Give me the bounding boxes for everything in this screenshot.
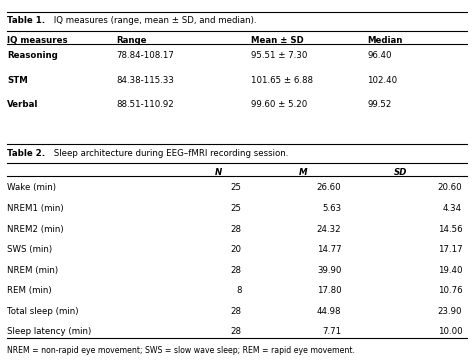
- Text: 28: 28: [231, 266, 242, 275]
- Text: IQ measures (range, mean ± SD, and median).: IQ measures (range, mean ± SD, and media…: [51, 16, 256, 25]
- Text: 23.90: 23.90: [438, 307, 462, 316]
- Text: 78.84-108.17: 78.84-108.17: [116, 51, 174, 60]
- Text: SD: SD: [394, 168, 407, 177]
- Text: Table 1.: Table 1.: [7, 16, 45, 25]
- Text: Mean ± SD: Mean ± SD: [251, 36, 304, 45]
- Text: 25: 25: [231, 183, 242, 192]
- Text: SWS (min): SWS (min): [7, 245, 52, 254]
- Text: 102.40: 102.40: [367, 76, 398, 85]
- Text: 14.77: 14.77: [317, 245, 341, 254]
- Text: Range: Range: [116, 36, 146, 45]
- Text: 4.34: 4.34: [443, 204, 462, 213]
- Text: 99.60 ± 5.20: 99.60 ± 5.20: [251, 100, 308, 109]
- Text: STM: STM: [7, 76, 28, 85]
- Text: 25: 25: [231, 204, 242, 213]
- Text: Reasoning: Reasoning: [7, 51, 58, 60]
- Text: NREM2 (min): NREM2 (min): [7, 225, 64, 234]
- Text: 19.40: 19.40: [438, 266, 462, 275]
- Text: 28: 28: [231, 225, 242, 234]
- Text: 26.60: 26.60: [317, 183, 341, 192]
- Text: 14.56: 14.56: [438, 225, 462, 234]
- Text: 28: 28: [231, 327, 242, 336]
- Text: 7.71: 7.71: [322, 327, 341, 336]
- Text: 99.52: 99.52: [367, 100, 392, 109]
- Text: NREM1 (min): NREM1 (min): [7, 204, 64, 213]
- Text: Verbal: Verbal: [7, 100, 38, 109]
- Text: NREM (min): NREM (min): [7, 266, 58, 275]
- Text: 28: 28: [231, 307, 242, 316]
- Text: 8: 8: [236, 286, 242, 295]
- Text: 5.63: 5.63: [322, 204, 341, 213]
- Text: 17.17: 17.17: [438, 245, 462, 254]
- Text: M: M: [299, 168, 308, 177]
- Text: 44.98: 44.98: [317, 307, 341, 316]
- Text: NREM = non-rapid eye movement; SWS = slow wave sleep; REM = rapid eye movement.: NREM = non-rapid eye movement; SWS = slo…: [7, 345, 355, 355]
- Text: Sleep latency (min): Sleep latency (min): [7, 327, 91, 336]
- Text: IQ measures: IQ measures: [7, 36, 68, 45]
- Text: 96.40: 96.40: [367, 51, 392, 60]
- Text: N: N: [214, 168, 222, 177]
- Text: REM (min): REM (min): [7, 286, 52, 295]
- Text: Wake (min): Wake (min): [7, 183, 56, 192]
- Text: 95.51 ± 7.30: 95.51 ± 7.30: [251, 51, 308, 60]
- Text: 101.65 ± 6.88: 101.65 ± 6.88: [251, 76, 313, 85]
- Text: 17.80: 17.80: [317, 286, 341, 295]
- Text: 84.38-115.33: 84.38-115.33: [116, 76, 174, 85]
- Text: Sleep architecture during EEG–fMRI recording session.: Sleep architecture during EEG–fMRI recor…: [51, 149, 288, 158]
- Text: Total sleep (min): Total sleep (min): [7, 307, 79, 316]
- Text: 24.32: 24.32: [317, 225, 341, 234]
- Text: Table 2.: Table 2.: [7, 149, 45, 158]
- Text: 39.90: 39.90: [317, 266, 341, 275]
- Text: 88.51-110.92: 88.51-110.92: [116, 100, 174, 109]
- Text: 10.76: 10.76: [438, 286, 462, 295]
- Text: Median: Median: [367, 36, 403, 45]
- Text: 20: 20: [231, 245, 242, 254]
- Text: 10.00: 10.00: [438, 327, 462, 336]
- Text: 20.60: 20.60: [438, 183, 462, 192]
